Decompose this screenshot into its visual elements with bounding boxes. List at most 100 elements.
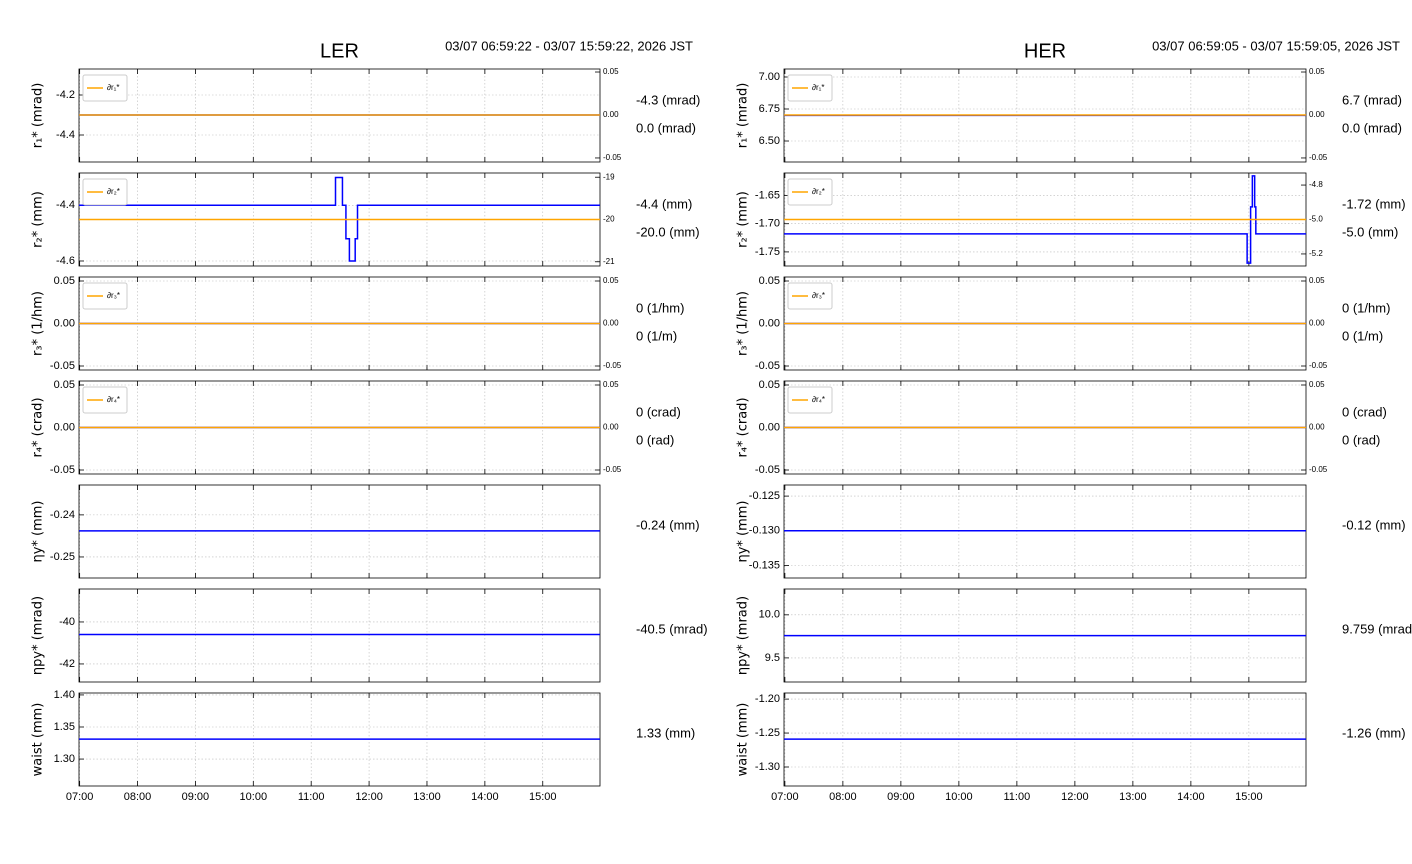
legend-label: ∂r₂* [812,187,825,196]
y-tick-label: -4.2 [56,89,75,101]
x-tick-label: 09:00 [182,791,210,803]
y-tick-label: 0.05 [54,379,75,391]
legend-box [82,74,128,102]
readout: -0.12 (mm) [1342,517,1406,532]
y-tick-label: 0.05 [759,379,780,391]
y2-tick-label: -0.05 [1309,361,1328,370]
y-tick-label: 1.40 [54,689,75,701]
readout: -40.5 (mrad) [636,621,708,636]
y-tick-label: -0.05 [50,360,75,372]
y2-tick-label: -21 [603,257,615,266]
x-tick-label: 13:00 [1119,791,1147,803]
x-tick-label: 07:00 [771,791,799,803]
y-tick-label: 1.30 [54,753,75,765]
readout: -20.0 (mm) [636,224,700,239]
y-axis-label: ηy* (mm) [736,500,751,562]
time-range: 03/07 06:59:22 - 03/07 15:59:22, 2026 JS… [445,38,693,53]
x-tick-label: 10:00 [240,791,268,803]
legend-label: ∂r₃* [107,291,120,300]
x-tick-label: 14:00 [1177,791,1205,803]
readout: -5.0 (mm) [1342,224,1398,239]
series-line [784,175,1306,264]
readout: -1.72 (mm) [1342,196,1406,211]
y2-tick-label: -5.2 [1309,249,1323,258]
y-tick-label: -0.25 [50,551,75,563]
y-tick-label: -4.4 [56,129,75,141]
y-axis-label: ηy* (mm) [31,500,46,562]
y2-tick-label: -4.8 [1309,180,1323,189]
x-tick-label: 15:00 [1235,791,1263,803]
y-tick-label: 9.5 [765,652,780,664]
y2-tick-label: 0.00 [1309,110,1325,119]
readout: 0 (1/hm) [1342,300,1390,315]
y-tick-label: 0.00 [54,421,75,433]
y-tick-label: -42 [59,658,75,670]
y-tick-label: 0.00 [759,421,780,433]
y-tick-label: -0.05 [50,464,75,476]
y-tick-label: -40 [59,616,75,628]
y2-tick-label: 0.00 [1309,423,1325,432]
legend-box [787,386,833,414]
y2-tick-label: 0.05 [603,380,619,389]
y-axis-label: waist (mm) [736,703,751,777]
legend-box [787,74,833,102]
plot-frame [78,588,601,683]
y2-tick-label: 0.00 [603,319,619,328]
y2-tick-label: 0.00 [603,423,619,432]
x-tick-label: 12:00 [1061,791,1089,803]
y-tick-label: -4.4 [56,199,75,211]
readout: 0.0 (mrad) [1342,120,1402,135]
y-tick-label: -0.05 [755,360,780,372]
x-tick-label: 07:00 [66,791,94,803]
y2-tick-label: -20 [603,215,615,224]
y-tick-label: 7.00 [759,71,780,83]
readout: 0 (1/m) [636,328,677,343]
y-axis-label: ηpy* (mrad) [31,596,46,675]
y2-tick-label: 0.05 [1309,67,1325,76]
y2-tick-label: 0.05 [1309,276,1325,285]
legend-label: ∂r₂* [107,187,120,196]
y-tick-label: 1.35 [54,721,75,733]
y-axis-label: r₃* (1/hm) [31,291,46,356]
y-axis-label: r₁* (mrad) [31,83,46,149]
y2-tick-label: -5.0 [1309,215,1323,224]
y-tick-label: -0.125 [749,490,780,502]
y-axis-label: r₂* (mm) [736,191,751,248]
y-tick-label: -1.75 [755,246,780,258]
y2-tick-label: 0.05 [1309,380,1325,389]
y2-tick-label: 0.00 [1309,319,1325,328]
y-axis-label: r₄* (crad) [736,397,751,457]
legend-label: ∂r₁* [107,83,119,92]
y2-tick-label: -0.05 [603,361,622,370]
readout: 0 (rad) [636,432,674,447]
x-tick-label: 11:00 [298,791,325,803]
y-tick-label: 0.00 [759,317,780,329]
readout: 0 (1/hm) [636,300,684,315]
y-tick-label: -0.135 [749,559,780,571]
y-axis-label: r₁* (mrad) [736,83,751,149]
x-tick-label: 08:00 [124,791,152,803]
y-tick-label: 6.50 [759,135,780,147]
x-tick-label: 14:00 [471,791,499,803]
y-axis-label: ηpy* (mrad) [736,596,751,675]
legend-box [787,282,833,310]
panel-title: LER [320,40,359,62]
legend-label: ∂r₄* [107,395,120,404]
y-tick-label: -0.05 [755,464,780,476]
y-tick-label: -1.20 [755,693,780,705]
y-tick-label: -1.70 [755,218,780,230]
time-range: 03/07 06:59:05 - 03/07 15:59:05, 2026 JS… [1152,38,1400,53]
readout: -0.24 (mm) [636,517,700,532]
y-tick-label: -0.24 [50,509,75,521]
legend-box [82,282,128,310]
y-tick-label: 6.75 [759,103,780,115]
y-tick-label: -4.6 [56,255,75,267]
x-tick-label: 15:00 [529,791,557,803]
y-tick-label: -0.130 [749,525,780,537]
readout: 1.33 (mm) [636,725,695,740]
legend-box [787,178,833,206]
y-axis-label: r₂* (mm) [31,191,46,248]
series-line [79,176,600,262]
readout: 0 (rad) [1342,432,1380,447]
